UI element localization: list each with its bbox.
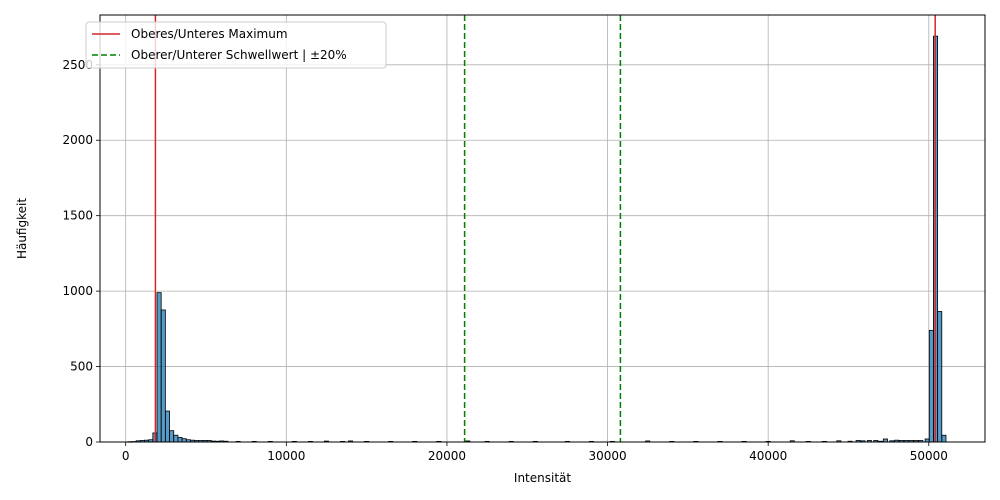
reference-lines	[154, 15, 936, 442]
y-tick-label: 1500	[62, 209, 93, 223]
histogram-bar	[164, 410, 170, 443]
axis-ticks: 0 10000 20000 30000 40000 50000 0 500 1000 1500 20…	[62, 58, 947, 463]
x-tick-label: 0	[122, 449, 130, 463]
legend-entry-threshold: Oberer/Unterer Schwellwert | ±20%	[131, 48, 347, 62]
x-tick-label: 10000	[267, 449, 305, 463]
x-tick-label: 40000	[749, 449, 787, 463]
legend-box	[85, 21, 387, 69]
x-tick-label: 50000	[910, 449, 948, 463]
plot-frame	[99, 14, 986, 443]
histogram-bar	[160, 309, 166, 443]
legend: Oberes/Unteres Maximum Oberer/Unterer Sc…	[85, 21, 387, 69]
x-tick-label: 30000	[588, 449, 626, 463]
y-tick-label: 2500	[62, 58, 93, 72]
histogram-bar	[937, 311, 943, 443]
y-tick-label: 2000	[62, 133, 93, 147]
legend-entry-maximum: Oberes/Unteres Maximum	[131, 27, 288, 41]
y-tick-label: 500	[70, 360, 93, 374]
y-tick-label: 0	[85, 435, 93, 449]
histogram-bar	[928, 329, 934, 443]
histogram-bar	[156, 292, 162, 443]
y-axis-label: Häufigkeit	[15, 198, 29, 259]
histogram-bar	[177, 437, 183, 443]
histogram-bar	[941, 434, 947, 443]
x-axis-label: Intensität	[514, 471, 571, 485]
histogram-bar	[173, 434, 179, 443]
y-tick-label: 1000	[62, 284, 93, 298]
histogram-bar	[169, 430, 175, 443]
x-tick-label: 20000	[428, 449, 466, 463]
